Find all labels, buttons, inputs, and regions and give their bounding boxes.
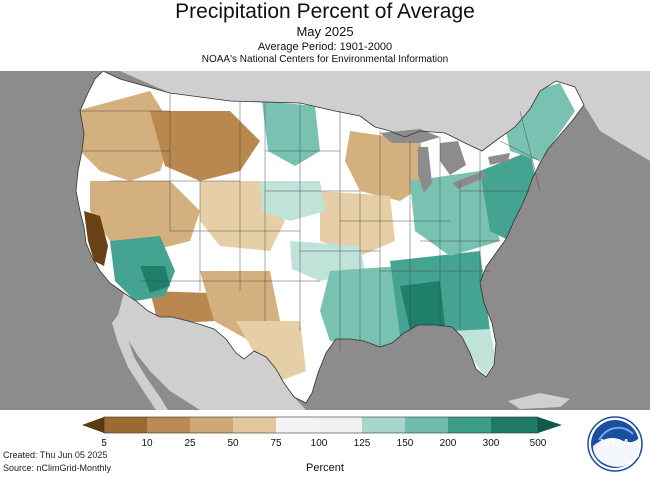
dry-region-great-basin — [90, 181, 200, 251]
wet-region-north-dakota — [262, 101, 320, 166]
wet-region-south-central — [320, 266, 410, 351]
legend-bin-50-75 — [233, 417, 276, 433]
lake-superior — [380, 129, 440, 143]
legend-arrow-high — [538, 417, 562, 433]
wet-region-florida — [450, 329, 496, 376]
legend-tick: 50 — [227, 438, 239, 449]
legend-tick: 10 — [141, 438, 153, 449]
dry-region-west-texas — [236, 321, 306, 381]
legend-tick: 200 — [439, 438, 457, 449]
legend-tick: 75 — [270, 438, 282, 449]
data-source-line: NOAA's National Centers for Environmenta… — [201, 54, 449, 65]
lake-michigan — [418, 147, 432, 193]
legend-bin-5-10 — [104, 417, 147, 433]
legend-tick: 125 — [353, 438, 371, 449]
legend-tick: 5 — [101, 438, 107, 449]
created-date: Created: Thu Jun 05 2025 — [3, 450, 108, 460]
dry-region-central-plains — [320, 191, 395, 256]
dry-region-arizona-south — [150, 291, 214, 323]
lake-erie — [452, 171, 486, 189]
legend-bin-25-50 — [190, 417, 233, 433]
lake-huron — [440, 141, 466, 175]
legend-bin-75-100 — [276, 417, 319, 433]
wet-region-alabama — [400, 281, 445, 329]
legend-arrow-low — [82, 417, 104, 433]
bahamas-cuba — [508, 393, 570, 409]
baja-peninsula — [112, 315, 168, 410]
legend-tick: 25 — [184, 438, 196, 449]
color-legend: 5 10 25 50 75 100 125 150 200 300 500 — [0, 414, 650, 454]
legend-bin-125-150 — [362, 417, 405, 433]
legend-colorbar — [82, 416, 562, 434]
map-title: Precipitation Percent of Average — [175, 0, 475, 23]
legend-bin-200-300 — [448, 417, 491, 433]
dry-region-upper-midwest — [345, 131, 430, 201]
legend-tick: 150 — [396, 438, 414, 449]
legend-tick: 300 — [482, 438, 500, 449]
map-subtitle: May 2025 — [296, 24, 354, 39]
state-borders — [80, 93, 541, 351]
legend-bin-150-200 — [405, 417, 448, 433]
legend-tick: 100 — [310, 438, 328, 449]
legend-bin-10-25 — [147, 417, 190, 433]
dry-region-north-rockies — [150, 111, 260, 181]
data-source: Source: nClimGrid-Monthly — [3, 463, 112, 473]
legend-bin-100-125 — [319, 417, 362, 433]
svg-text:NOAA: NOAA — [600, 438, 629, 449]
precipitation-map — [0, 71, 650, 410]
mexico-land — [118, 293, 306, 410]
noaa-logo: NOAA — [587, 416, 643, 472]
wet-region-arizona — [140, 266, 170, 293]
lake-ontario — [488, 153, 510, 165]
legend-tick: 500 — [529, 438, 547, 449]
canada-land — [120, 71, 650, 161]
legend-bin-300-500 — [491, 417, 538, 433]
dry-region-california — [84, 211, 108, 266]
wet-region-ohio-valley — [410, 171, 500, 256]
legend-units-label: Percent — [306, 462, 344, 474]
average-period: Average Period: 1901-2000 — [257, 41, 393, 53]
map-canvas — [75, 71, 650, 410]
dry-region-pacific-nw — [76, 91, 175, 181]
